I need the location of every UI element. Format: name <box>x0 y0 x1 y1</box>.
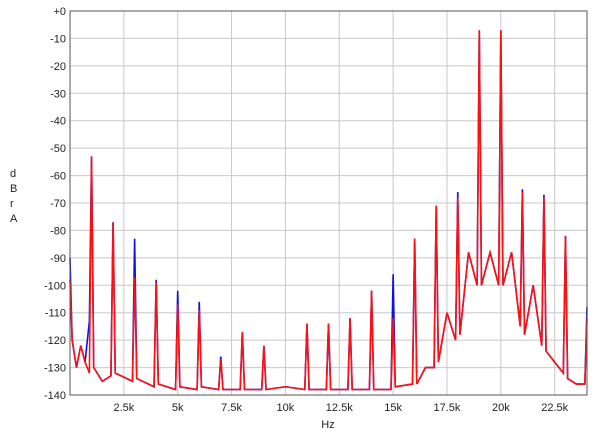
y-tick-label: -90 <box>50 253 66 265</box>
y-tick-label: -80 <box>50 225 66 237</box>
y-tick-label: -110 <box>45 308 66 320</box>
y-tick-label: -70 <box>50 198 66 210</box>
y-tick-label: -20 <box>50 61 66 73</box>
y-tick-label: -130 <box>44 363 66 375</box>
x-tick-label: 5k <box>172 402 184 414</box>
y-tick-label: -50 <box>50 143 66 155</box>
x-tick-label: 22.5k <box>541 402 568 414</box>
y-axis-label: dBr A <box>10 168 18 225</box>
x-tick-label: 15k <box>384 402 402 414</box>
y-tick-label: -140 <box>44 390 66 402</box>
y-tick-label: -30 <box>50 88 66 100</box>
x-tick-label: 20k <box>492 402 510 414</box>
y-tick-label: -10 <box>50 33 66 45</box>
x-tick-label: 2.5k <box>113 402 134 414</box>
plot-frame <box>69 10 588 396</box>
x-tick-label: 12.5k <box>326 402 353 414</box>
y-tick-label: +0 <box>53 6 66 18</box>
x-tick-label: 7.5k <box>221 402 242 414</box>
y-tick-label: -120 <box>44 335 66 347</box>
y-tick-label: -100 <box>44 280 66 292</box>
series-line <box>69 30 588 391</box>
x-tick-label: 10k <box>277 402 295 414</box>
y-tick-label: -40 <box>50 116 66 128</box>
x-axis-label: Hz <box>321 419 334 431</box>
x-tick-label: 17.5k <box>434 402 461 414</box>
y-tick-label: -60 <box>50 171 66 183</box>
